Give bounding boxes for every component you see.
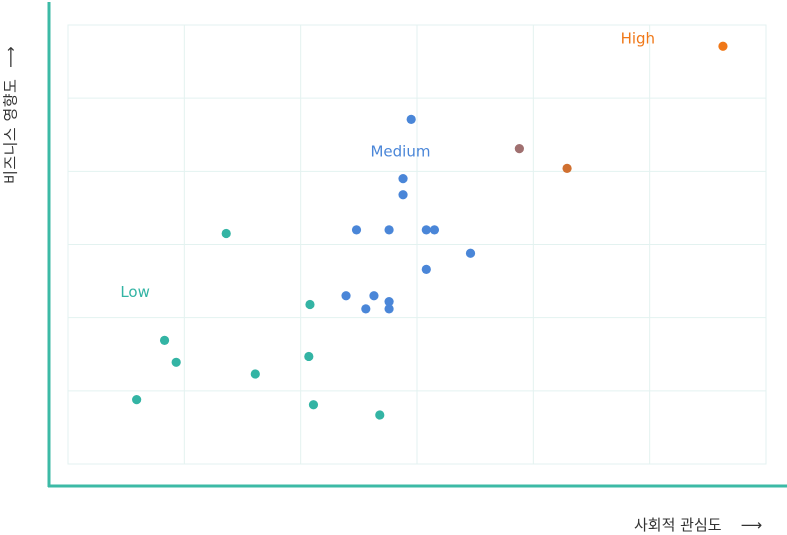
annotations: High Medium Low (120, 29, 655, 301)
x-axis-arrow-icon: ⟶ (726, 516, 763, 534)
data-point (351, 225, 362, 235)
grid (67, 24, 767, 465)
annotation-label: High (621, 29, 655, 47)
data-point (421, 225, 431, 235)
y-axis-arrow-icon: ⟶ (1, 46, 20, 74)
data-point (308, 400, 319, 410)
data-point (406, 114, 416, 124)
y-axis-label-text: 비즈니스 영향도 (1, 78, 20, 184)
data-point (304, 351, 314, 362)
y-axis-label: 비즈니스 영향도 ⟶ (0, 0, 20, 184)
data-point (369, 291, 379, 301)
data-point (384, 296, 394, 307)
data-point (384, 304, 394, 314)
data-point (221, 228, 231, 239)
annotation-label: Low (120, 283, 150, 301)
data-point (132, 395, 142, 405)
data-point (375, 410, 385, 420)
data-point (465, 248, 476, 258)
data-point (718, 41, 728, 51)
x-axis-label-text: 사회적 관심도 (634, 516, 722, 534)
data-point (398, 174, 408, 184)
data-point (305, 299, 315, 310)
data-points (132, 41, 728, 420)
annotation-label: Medium (370, 143, 430, 161)
axes (47, 2, 787, 488)
data-point (361, 304, 371, 314)
data-point (171, 357, 181, 367)
data-point (514, 144, 524, 154)
data-point (562, 163, 572, 174)
x-axis-label: 사회적 관심도 ⟶ (632, 512, 787, 534)
data-point (341, 291, 351, 301)
data-point (398, 190, 408, 200)
data-point (159, 335, 170, 345)
data-point (421, 264, 431, 274)
data-point (384, 225, 394, 235)
data-point (250, 369, 260, 379)
data-point (429, 225, 440, 235)
